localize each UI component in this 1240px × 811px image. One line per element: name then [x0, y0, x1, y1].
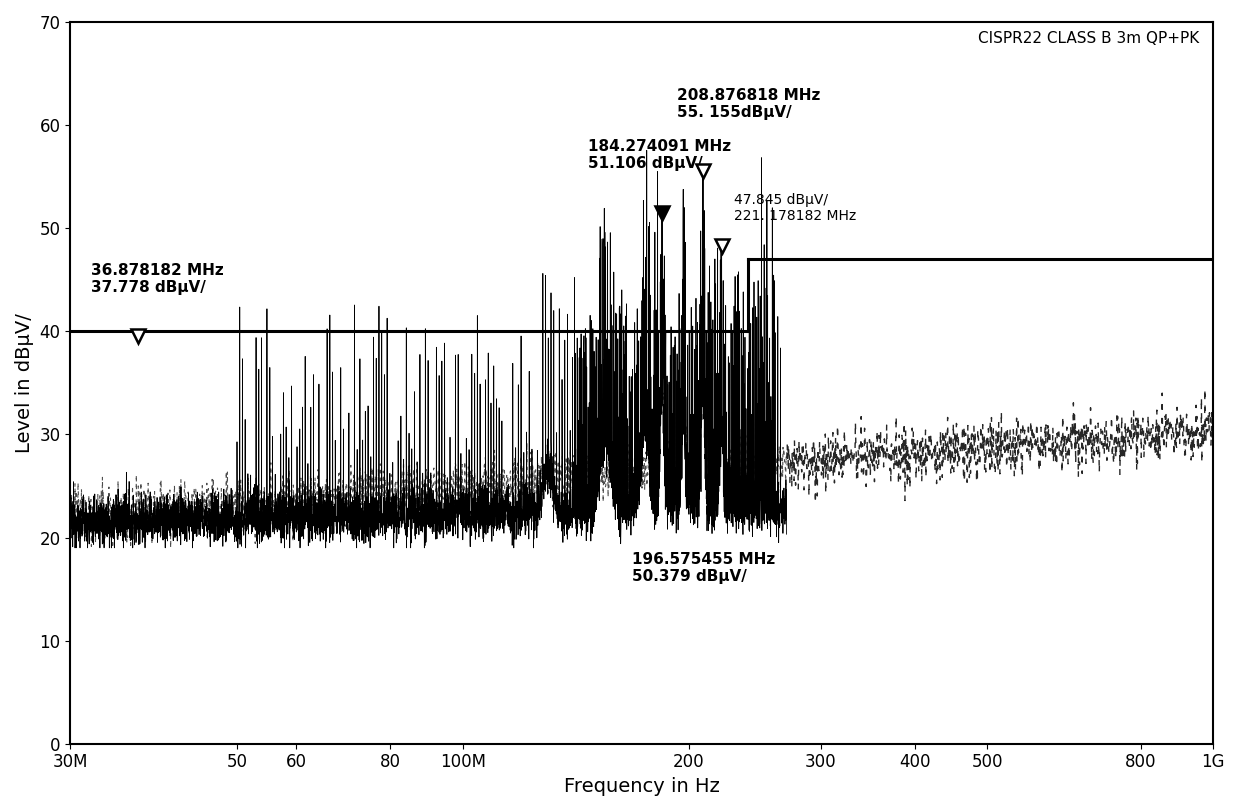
Text: CISPR22 CLASS B 3m QP+PK: CISPR22 CLASS B 3m QP+PK — [978, 31, 1199, 45]
Text: 196.575455 MHz
50.379 dBμV/: 196.575455 MHz 50.379 dBμV/ — [632, 551, 775, 584]
X-axis label: Frequency in Hz: Frequency in Hz — [564, 777, 719, 796]
Text: 184.274091 MHz
51.106 dBμV/: 184.274091 MHz 51.106 dBμV/ — [588, 139, 732, 171]
Text: 208.876818 MHz
55. 155dBμV/: 208.876818 MHz 55. 155dBμV/ — [677, 88, 821, 120]
Text: 47.845 dBμV/
221. 178182 MHz: 47.845 dBμV/ 221. 178182 MHz — [734, 193, 857, 223]
Text: 36.878182 MHz
37.778 dBμV/: 36.878182 MHz 37.778 dBμV/ — [92, 263, 224, 295]
Y-axis label: Level in dBμV/: Level in dBμV/ — [15, 313, 33, 453]
